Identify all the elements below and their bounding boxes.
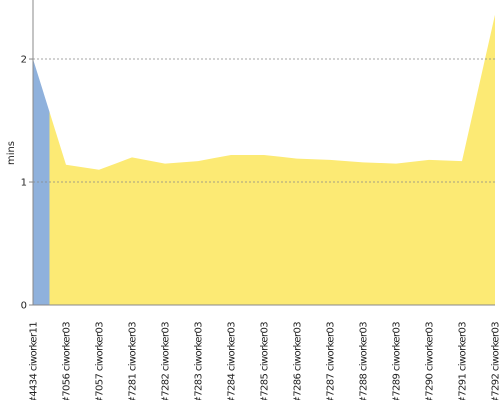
area-segment [412, 159, 446, 305]
y-tick-label: 1 [21, 178, 27, 189]
x-tick-label: #7288 ciworker03 [359, 322, 370, 400]
area-segment [379, 161, 413, 305]
y-axis-label: mins [6, 141, 17, 165]
x-tick-label: #7287 ciworker03 [326, 322, 337, 400]
area-segment [115, 157, 149, 305]
x-tick-label: #7284 ciworker03 [227, 322, 238, 400]
area-segment [445, 87, 479, 305]
area-segment [148, 160, 182, 305]
area-segment [214, 154, 248, 305]
y-tick-label: 2 [21, 55, 27, 66]
x-tick-label: #7056 ciworker03 [62, 322, 73, 400]
x-tick-label: #7283 ciworker03 [194, 322, 205, 400]
area-segment [49, 111, 83, 306]
x-tick-label: #4434 ciworker11 [29, 322, 40, 400]
y-tick-label: 0 [21, 301, 27, 312]
x-tick-label: #7282 ciworker03 [161, 322, 172, 400]
x-tick-label: #7057 ciworker03 [95, 322, 106, 400]
area-segment [181, 158, 215, 305]
area-segment [313, 159, 347, 305]
x-tick-label: #7285 ciworker03 [260, 322, 271, 400]
x-tick-label: #7289 ciworker03 [392, 322, 403, 400]
area-segment [280, 156, 314, 305]
x-tick-label: #7292 ciworker03 [491, 322, 500, 400]
area-segment [478, 14, 495, 306]
area-segment [346, 161, 380, 305]
x-tick-label: #7286 ciworker03 [293, 322, 304, 400]
area-segment [247, 154, 281, 305]
x-tick-label: #7281 ciworker03 [128, 322, 139, 400]
area-segment [82, 163, 116, 305]
x-tick-label: #7290 ciworker03 [425, 322, 436, 400]
x-tick-label: #7291 ciworker03 [458, 322, 469, 400]
